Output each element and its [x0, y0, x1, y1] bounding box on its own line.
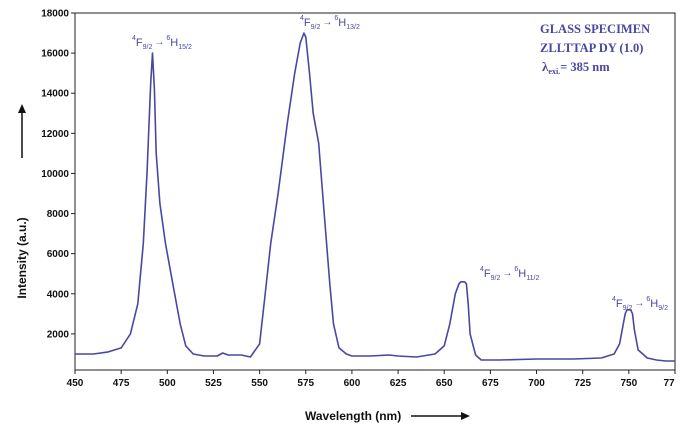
x-tick-label: 600 [344, 378, 361, 389]
x-tick-label: 650 [436, 378, 453, 389]
x-tick-label: 525 [205, 378, 222, 389]
x-tick-label: 500 [159, 378, 176, 389]
x-tick-label: 625 [390, 378, 407, 389]
y-tick-label: 2000 [47, 329, 70, 340]
y-axis-label: Intensity (a.u.) [15, 217, 29, 298]
x-tick-label: 725 [574, 378, 591, 389]
x-tick-label: 750 [621, 378, 638, 389]
y-tick-label: 18000 [41, 9, 69, 20]
y-tick-label: 6000 [47, 249, 70, 260]
x-tick-label: 475 [113, 378, 130, 389]
plot-frame [74, 12, 676, 371]
y-tick-label: 16000 [41, 49, 69, 60]
y-tick-label: 14000 [41, 89, 69, 100]
y-tick-label: 10000 [41, 169, 69, 180]
x-axis-label: Wavelength (nm) [305, 409, 401, 423]
x-tick-label: 77 [663, 378, 675, 389]
x-tick-label: 550 [251, 378, 268, 389]
y-tick-label: 4000 [47, 289, 70, 300]
specimen-title: GLASS SPECIMEN [540, 22, 650, 36]
transition-label-15-2: 4F9/2 → 6H15/2 [132, 35, 192, 51]
transition-label-9-2: 4F9/2 → 6H9/2 [612, 296, 668, 312]
x-tick-label: 450 [67, 378, 84, 389]
spectrum-line [75, 32, 675, 362]
transition-label-13-2: 4F9/2 → 6H13/2 [300, 15, 360, 31]
transition-label-11-2: 4F9/2 → 6H11/2 [480, 266, 539, 282]
y-axis-ticks: 2000 4000 6000 8000 10000 12000 14000 16000 1800… [41, 9, 75, 340]
x-axis-arrow-icon [411, 412, 470, 420]
x-tick-label: 575 [297, 378, 314, 389]
y-axis-arrow-icon [18, 104, 26, 158]
excitation-wavelength: λexi.= 385 nm [542, 59, 610, 76]
specimen-name: ZLLTTAP DY (1.0) [540, 41, 643, 55]
x-axis-ticks: 450 475 500 525 550 575 600 625 650 675 700 725 750 7… [67, 370, 676, 389]
y-tick-label: 8000 [47, 209, 70, 220]
y-tick-label: 12000 [41, 129, 69, 140]
x-tick-label: 700 [528, 378, 545, 389]
x-tick-label: 675 [482, 378, 499, 389]
